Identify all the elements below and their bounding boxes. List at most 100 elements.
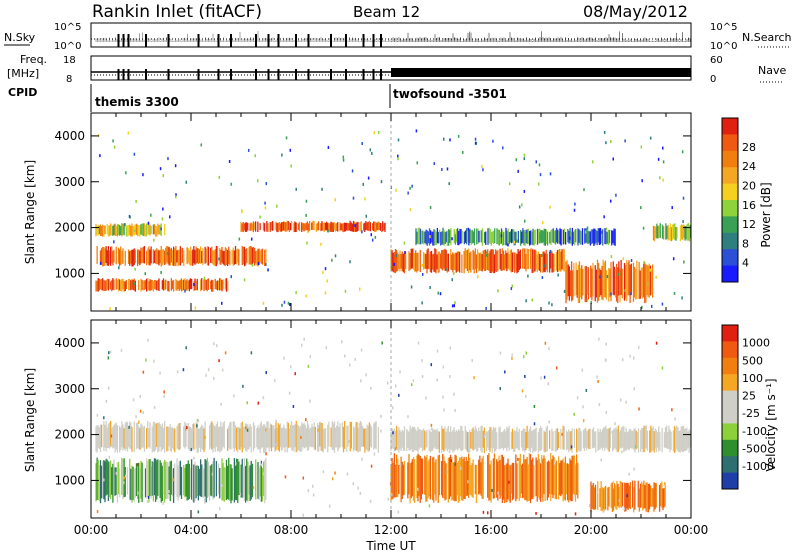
colorbar-segment [722, 249, 738, 267]
echo-point [262, 396, 265, 400]
echo-point [107, 356, 110, 360]
echo-point [573, 412, 575, 416]
echo-point [275, 419, 277, 423]
echo-point [265, 182, 268, 186]
velocity-echoes [95, 320, 691, 518]
echo-point [417, 341, 420, 345]
echo-point [125, 224, 127, 228]
echo-point [630, 292, 632, 296]
echo-point [176, 370, 179, 374]
xtick-label: 00:00 [674, 523, 709, 537]
nsky-tick-bottom: 10^0 [54, 41, 81, 52]
echo-point [265, 452, 267, 456]
echo-point [175, 193, 177, 197]
freq-tick-top: 18 [63, 55, 76, 66]
echo-point [162, 207, 164, 211]
echo-point [218, 359, 220, 363]
echo-point [139, 394, 141, 398]
echo-point [128, 214, 131, 218]
echo-point [664, 482, 666, 486]
echo-point [584, 230, 587, 234]
echo-point [142, 411, 145, 415]
echo-point [322, 470, 325, 474]
echo-point [618, 498, 621, 502]
echo-point [605, 410, 608, 414]
echo-point [342, 155, 345, 159]
echo-point [661, 366, 664, 370]
colorbar-segment [722, 216, 738, 234]
echo-point [661, 302, 664, 306]
ytick-label: 4000 [54, 336, 85, 350]
echo-point [200, 143, 203, 147]
echo-point [216, 344, 218, 348]
echo-point [637, 345, 640, 349]
echo-point [139, 409, 142, 413]
echo-point [397, 157, 399, 161]
echo-point [153, 405, 156, 409]
colorbar-tick: 24 [742, 160, 756, 173]
velocity-axes: 1000 2000 3000 4000 00:00 04:00 08:00 12:00 16:0… [54, 320, 708, 537]
colorbar-segment [722, 118, 738, 135]
echo-point [221, 483, 223, 487]
echo-point [410, 285, 413, 289]
echo-point [611, 430, 613, 434]
echo-point [205, 373, 207, 377]
echo-point [451, 304, 454, 308]
echo-point [243, 278, 246, 282]
echo-point [204, 500, 206, 504]
echo-point [586, 298, 589, 302]
echo-point [153, 359, 155, 363]
echo-point [392, 431, 394, 435]
echo-point [441, 167, 443, 171]
echo-point [603, 509, 605, 513]
power-axes: 1000 2000 3000 4000 [54, 113, 692, 311]
echo-point [391, 406, 394, 410]
echo-point [662, 146, 664, 150]
colorbar-tick: 28 [742, 141, 756, 154]
echo-point [515, 158, 518, 162]
echo-point [334, 198, 336, 202]
echo-point [196, 424, 198, 428]
echo-point [610, 292, 612, 296]
ytick-label: 4000 [54, 129, 85, 143]
echo-point [481, 164, 483, 168]
freq-label-line1: Freq. [20, 53, 47, 66]
echo-point [262, 472, 265, 476]
echo-point [576, 396, 579, 400]
echo-point [113, 145, 116, 149]
echo-point [411, 184, 413, 188]
echo-point [256, 179, 259, 183]
colorbar-tick: -100 [742, 425, 767, 438]
echo-point [499, 387, 502, 391]
echo-point [543, 264, 545, 268]
echo-point [681, 150, 684, 154]
echo-point [349, 260, 351, 264]
echo-point [218, 175, 221, 179]
echo-point [166, 252, 169, 256]
colorbar-segment [722, 167, 738, 185]
echo-point [599, 275, 601, 279]
echo-point [446, 470, 448, 474]
echo-point [634, 445, 637, 449]
echo-point [96, 510, 99, 514]
echo-point [159, 371, 161, 375]
echo-point [317, 428, 319, 432]
echo-point [162, 501, 164, 505]
ytick-label: 2000 [54, 428, 85, 442]
xtick-label: 00:00 [74, 523, 109, 537]
cpid-label: CPID [8, 86, 37, 99]
colorbar-segment [722, 150, 738, 168]
echo-point [360, 379, 362, 383]
echo-point [221, 301, 223, 305]
echo-point [354, 357, 356, 361]
echo-point [283, 356, 285, 360]
echo-point [605, 141, 607, 145]
freq-band-twofsound [391, 68, 691, 77]
echo-point [436, 490, 438, 494]
echo-point [484, 250, 487, 254]
echo-point [485, 253, 488, 257]
echo-point [650, 304, 653, 308]
echo-point [482, 168, 484, 172]
echo-point [649, 136, 652, 140]
freq-tick-bottom: 8 [66, 74, 72, 85]
